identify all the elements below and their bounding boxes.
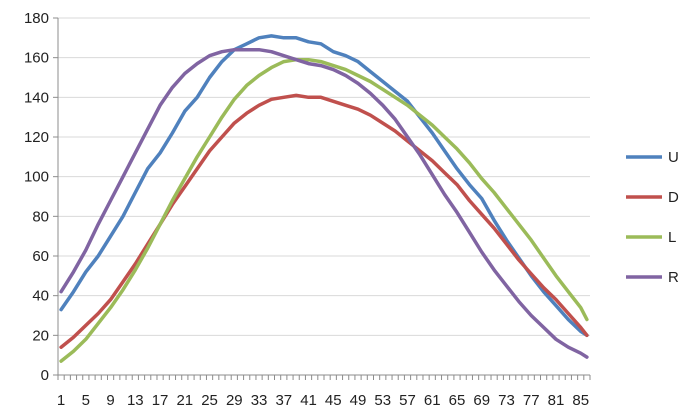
x-tick-label: 69 <box>473 392 490 409</box>
x-tick-label: 53 <box>374 392 391 409</box>
legend-label-u: U <box>668 149 679 166</box>
x-tick-label: 61 <box>424 392 441 409</box>
y-tick-label: 60 <box>32 248 49 265</box>
legend-label-l: L <box>668 229 676 246</box>
x-tick-label: 5 <box>82 392 90 409</box>
y-tick-label: 100 <box>24 169 49 186</box>
x-tick-label: 37 <box>275 392 292 409</box>
y-tick-label: 0 <box>41 367 49 384</box>
y-tick-label: 160 <box>24 50 49 67</box>
x-tick-label: 73 <box>498 392 515 409</box>
x-tick-label: 81 <box>548 392 565 409</box>
series-line-r <box>59 47 589 359</box>
x-tick-label: 57 <box>399 392 416 409</box>
y-tick-label: 80 <box>32 208 49 225</box>
x-tick-labels: 1 5 9 13 17 21 25 29 33 37 41 45 49 53 57 61 65 69 73 77 81 8… <box>57 392 589 409</box>
x-tick-label: 17 <box>152 392 169 409</box>
x-tick-label: 65 <box>449 392 466 409</box>
x-tick-label: 85 <box>572 392 589 409</box>
y-tick-label: 180 <box>24 10 49 27</box>
series-line-u <box>59 34 589 338</box>
x-tick-label: 21 <box>176 392 193 409</box>
x-tick-label: 29 <box>226 392 243 409</box>
series-line-l <box>59 57 589 363</box>
axes <box>53 17 591 380</box>
x-tick-label: 77 <box>523 392 540 409</box>
legend: U D L R <box>626 149 679 286</box>
x-tick-label: 9 <box>106 392 114 409</box>
y-tick-label: 20 <box>32 327 49 344</box>
x-tick-label: 45 <box>325 392 342 409</box>
y-tick-label: 40 <box>32 288 49 305</box>
y-tick-label: 120 <box>24 129 49 146</box>
x-tick-label: 41 <box>300 392 317 409</box>
y-tick-labels: 0 20 40 60 80 100 120 140 160 180 <box>24 10 49 384</box>
legend-label-r: R <box>668 269 679 286</box>
x-tick-label: 33 <box>251 392 268 409</box>
gridlines <box>58 17 590 336</box>
x-tick-label: 13 <box>127 392 144 409</box>
legend-label-d: D <box>668 189 679 206</box>
x-tick-label: 25 <box>201 392 218 409</box>
x-tick-label: 1 <box>57 392 65 409</box>
series-lines <box>59 34 589 363</box>
y-tick-label: 140 <box>24 89 49 106</box>
series-line-d <box>59 93 589 349</box>
x-tick-label: 49 <box>350 392 367 409</box>
